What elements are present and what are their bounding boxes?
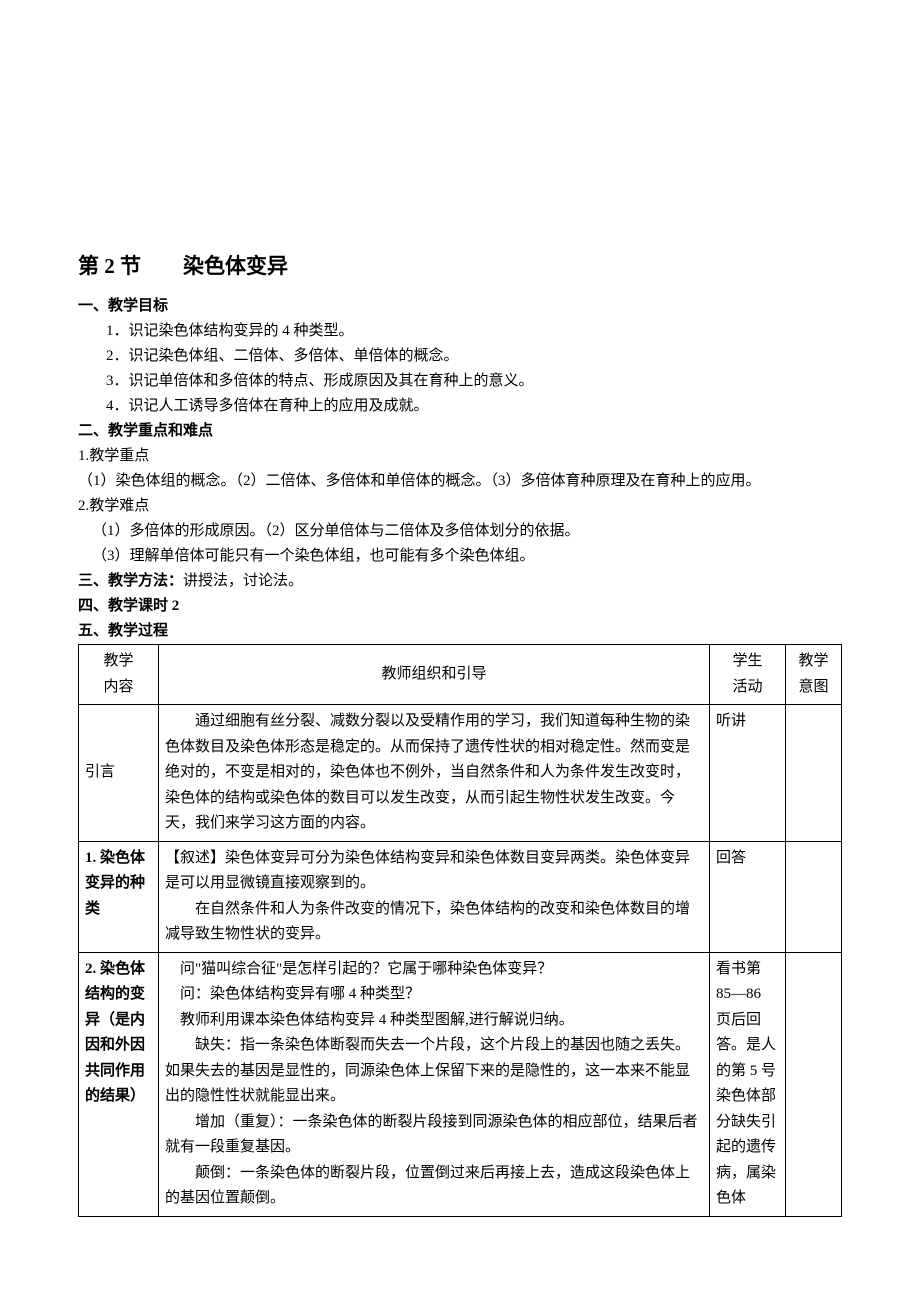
table-row: 1. 染色体变异的种类 【叙述】染色体变异可分为染色体结构变异和染色体数目变异两… [79, 841, 842, 952]
header-text: 教学 [103, 653, 133, 669]
teaching-method-value: 讲授法，讨论法。 [183, 573, 303, 589]
col-header-student: 学生 活动 [710, 645, 786, 705]
document-page: 第 2 节 染色体变异 一、教学目标 1．识记染色体结构变异的 4 种类型。 2… [0, 0, 920, 1277]
teacher-cell: 通过细胞有丝分裂、减数分裂以及受精作用的学习，我们知道每种生物的染色体数目及染色… [159, 705, 710, 842]
teacher-paragraph: 增加（重复）：一条染色体的断裂片段接到同源染色体的相应部位，结果后者就有一段重复… [165, 1114, 698, 1156]
teaching-method-label: 三、教学方法： [78, 573, 183, 589]
difficulty-label: 2.教学难点 [78, 494, 842, 515]
student-cell: 看书第 85—86 页后回答。是人的第 5 号染色体部分缺失引起的遗传病，属染色… [710, 952, 786, 1216]
table-header-row: 教学 内容 教师组织和引导 学生 活动 教学 意图 [79, 645, 842, 705]
teacher-paragraph: 【叙述】染色体变异可分为染色体结构变异和染色体数目变异两类。染色体变异是可以用显… [165, 850, 690, 892]
teacher-paragraph: 在自然条件和人为条件改变的情况下，染色体结构的改变和染色体数目的增减导致生物性状… [165, 901, 690, 943]
difficulty-item: （1）多倍体的形成原因。（2）区分单倍体与二倍体及多倍体划分的依据。 [92, 519, 842, 540]
intent-cell [786, 952, 842, 1216]
class-hours: 四、教学课时 2 [78, 594, 842, 615]
keypoint-text: （1）染色体组的概念。（2）二倍体、多倍体和单倍体的概念。（3）多倍体育种原理及… [78, 469, 842, 490]
table-row: 引言 通过细胞有丝分裂、减数分裂以及受精作用的学习，我们知道每种生物的染色体数目… [79, 705, 842, 842]
col-header-teacher: 教师组织和引导 [159, 645, 710, 705]
teacher-cell: 问"猫叫综合征"是怎样引起的？它属于哪种染色体变异？ 问：染色体结构变异有哪 4… [159, 952, 710, 1216]
objective-item: 4．识记人工诱导多倍体在育种上的应用及成就。 [106, 394, 842, 415]
topic-cell: 2. 染色体结构的变异（是内因和外因共同作用的结果） [79, 952, 159, 1216]
header-text: 意图 [798, 679, 828, 695]
teacher-paragraph: 教师利用课本染色体结构变异 4 种类型图解,进行解说归纳。 [165, 1012, 574, 1028]
header-text: 活动 [732, 679, 762, 695]
header-text: 教学 [798, 653, 828, 669]
section-keypoints-heading: 二、教学重点和难点 [78, 419, 842, 440]
teacher-paragraph: 颠倒：一条染色体的断裂片段，位置倒过来后再接上去，造成这段染色体上的基因位置颠倒… [165, 1165, 690, 1207]
teacher-paragraph: 缺失：指一条染色体断裂而失去一个片段，这个片段上的基因也随之丢失。如果失去的基因… [165, 1037, 690, 1104]
intent-cell [786, 705, 842, 842]
student-cell: 回答 [710, 841, 786, 952]
table-row: 2. 染色体结构的变异（是内因和外因共同作用的结果） 问"猫叫综合征"是怎样引起… [79, 952, 842, 1216]
student-cell: 听讲 [710, 705, 786, 842]
objective-item: 2．识记染色体组、二倍体、多倍体、单倍体的概念。 [106, 344, 842, 365]
objective-item: 1．识记染色体结构变异的 4 种类型。 [106, 319, 842, 340]
objective-item: 3．识记单倍体和多倍体的特点、形成原因及其在育种上的意义。 [106, 369, 842, 390]
col-header-topic: 教学 内容 [79, 645, 159, 705]
col-header-intent: 教学 意图 [786, 645, 842, 705]
teaching-method: 三、教学方法：讲授法，讨论法。 [78, 569, 842, 590]
topic-cell: 引言 [79, 705, 159, 842]
header-text: 内容 [103, 679, 133, 695]
teaching-process-heading: 五、教学过程 [78, 619, 842, 640]
difficulty-item: （3）理解单倍体可能只有一个染色体组，也可能有多个染色体组。 [92, 544, 842, 565]
teacher-cell: 【叙述】染色体变异可分为染色体结构变异和染色体数目变异两类。染色体变异是可以用显… [159, 841, 710, 952]
topic-cell: 1. 染色体变异的种类 [79, 841, 159, 952]
intent-cell [786, 841, 842, 952]
teacher-paragraph: 通过细胞有丝分裂、减数分裂以及受精作用的学习，我们知道每种生物的染色体数目及染色… [165, 713, 690, 831]
header-text: 学生 [732, 653, 762, 669]
teacher-paragraph: 问：染色体结构变异有哪 4 种类型？ [165, 986, 420, 1002]
section-objectives-heading: 一、教学目标 [78, 294, 842, 315]
keypoint-label: 1.教学重点 [78, 444, 842, 465]
chapter-title: 第 2 节 染色体变异 [78, 250, 842, 280]
lesson-table: 教学 内容 教师组织和引导 学生 活动 教学 意图 引言 通过细胞有丝分裂 [78, 644, 842, 1217]
teacher-paragraph: 问"猫叫综合征"是怎样引起的？它属于哪种染色体变异？ [165, 961, 552, 977]
